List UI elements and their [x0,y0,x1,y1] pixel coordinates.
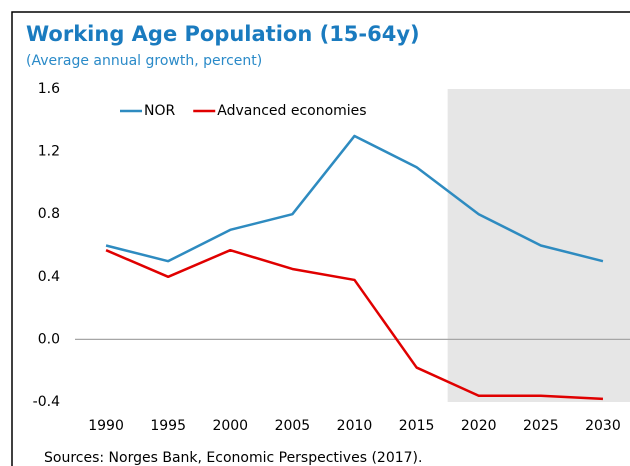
series-line [105,248,604,401]
x-tick-label: 2025 [523,418,559,434]
legend-label: Advanced economies [217,103,366,119]
chart-title: Working Age Population (15-64y) [26,22,420,46]
x-tick-label: 2010 [337,418,373,434]
x-tick-label: 2030 [585,418,621,434]
y-tick-label: 1.2 [38,144,60,160]
chart-subtitle: (Average annual growth, percent) [26,53,262,69]
y-tick-label: 0.4 [38,269,60,285]
series-line [105,134,604,263]
x-tick-label: 2020 [461,418,497,434]
plot-area: 1.6 1.2 0.8 0.4 0.0 -0.4 1990 1995 2000 2005 2010 2… [33,81,630,434]
frame [11,11,630,466]
x-tick-label: 2015 [399,418,435,434]
y-tick-label: -0.4 [33,394,60,410]
y-tick-label: 1.6 [38,81,60,97]
legend-label: NOR [144,103,175,119]
y-tick-label: 0.0 [38,331,60,347]
x-tick-label: 2000 [212,418,248,434]
y-tick-label: 0.8 [38,206,60,222]
x-tick-label: 1990 [88,418,124,434]
source-note: Sources: Norges Bank, Economic Perspecti… [44,450,422,466]
x-tick-label: 1995 [150,418,186,434]
x-tick-label: 2005 [275,418,311,434]
